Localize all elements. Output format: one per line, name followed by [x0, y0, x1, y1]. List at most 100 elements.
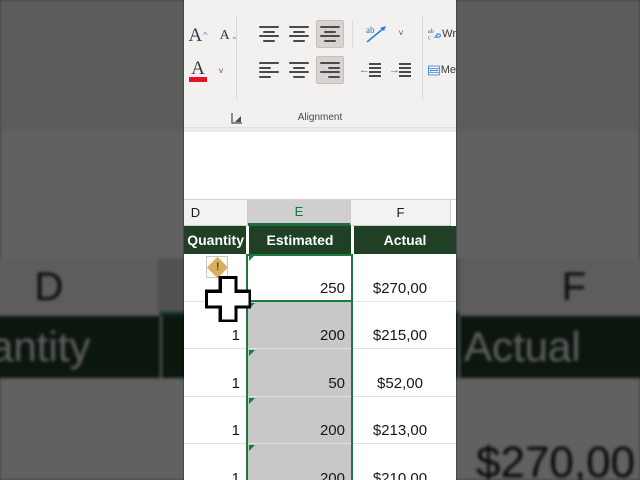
cell-estimated-5[interactable]: 200	[248, 444, 351, 480]
cell-estimated-3[interactable]: 50	[248, 349, 351, 396]
ribbon-divider-2	[352, 20, 353, 48]
comment-marker-icon	[249, 302, 255, 309]
increase-indent-button[interactable]: →	[386, 58, 414, 82]
table-row: 1 200 $210,00	[184, 444, 456, 480]
wrap-text-icon: ab c	[428, 28, 441, 41]
column-header-row: D E F	[184, 200, 456, 226]
table-row: 1 50 $52,00	[184, 349, 456, 397]
cell-actual-1[interactable]: $270,00	[372, 279, 428, 297]
background-column-header-d: D	[0, 258, 160, 316]
cell-estimated-4[interactable]: 200	[248, 396, 351, 443]
caret-down-icon: ⌄	[230, 30, 239, 41]
align-left-icon	[259, 62, 279, 78]
cell-actual-4[interactable]: $213,00	[372, 422, 428, 439]
font-color-button[interactable]: A	[186, 58, 210, 84]
comment-marker-icon	[249, 350, 255, 356]
svg-text:ab: ab	[428, 28, 434, 35]
table-row: 250 $270,00 !	[184, 254, 456, 302]
font-color-swatch	[189, 77, 207, 82]
error-warning-button[interactable]: !	[206, 256, 228, 278]
ribbon-tab-strip: Data Review View He	[184, 0, 456, 7]
header-gap-ef	[351, 226, 354, 254]
worksheet-grid: D E F Quantity Estimated Actual 250 $270…	[184, 200, 456, 480]
font-color-dropdown-button[interactable]: ˅	[214, 64, 228, 78]
background-cell-actual-1: $270,00	[462, 379, 640, 480]
cell-quantity-5[interactable]: 1	[231, 469, 240, 480]
orientation-dropdown-button[interactable]: ˅	[394, 26, 408, 40]
alignment-dialog-launcher[interactable]	[231, 111, 243, 124]
alignment-group-label: Alignment	[297, 112, 343, 123]
merge-center-label: Me	[440, 64, 456, 76]
svg-text:ab: ab	[366, 25, 375, 35]
formula-bar-top-edge	[184, 128, 456, 132]
background-header-quantity: Quantity	[0, 316, 160, 378]
ribbon-body: A ^ A ⌄ A ˅	[184, 8, 456, 104]
formula-bar-area[interactable]	[184, 128, 456, 200]
align-middle-button[interactable]	[286, 22, 312, 46]
align-top-button[interactable]	[256, 22, 282, 46]
ribbon-tab-help[interactable]: He	[420, 0, 434, 3]
cell-estimated-2[interactable]: 200	[248, 301, 351, 348]
merge-center-icon	[428, 65, 440, 75]
center-screen-recording-crop: Data Review View He A ^ A ⌄ A	[184, 0, 456, 480]
decrease-font-size-icon: A	[219, 28, 230, 43]
cell-estimated-1[interactable]: 250	[248, 254, 351, 301]
cell-quantity-2[interactable]: 1	[231, 327, 240, 344]
wrap-text-button[interactable]: ab c Wr	[428, 20, 456, 48]
ribbon-divider-1	[236, 16, 237, 100]
table-header-quantity[interactable]: Quantity	[184, 226, 246, 254]
font-color-icon: A	[188, 59, 208, 83]
orientation-button[interactable]: ab	[362, 20, 392, 48]
cell-actual-5[interactable]: $210,00	[372, 469, 428, 480]
align-top-icon	[259, 26, 279, 42]
decrease-indent-button[interactable]: ←	[356, 58, 384, 82]
data-rows: 250 $270,00 ! 1 200 $215,00 1	[184, 254, 456, 480]
svg-text:c: c	[428, 34, 431, 41]
increase-indent-icon: →	[389, 63, 411, 77]
column-header-d[interactable]: D	[184, 200, 248, 226]
background-header-actual: Actual	[460, 316, 640, 378]
increase-font-size-button[interactable]: A ^	[184, 22, 212, 48]
header-gap-de	[246, 226, 249, 254]
align-bottom-icon	[320, 26, 340, 42]
align-left-button[interactable]	[256, 58, 282, 82]
comment-marker-icon	[249, 397, 255, 404]
align-center-button[interactable]	[286, 58, 312, 82]
align-bottom-button[interactable]	[316, 20, 344, 48]
error-warning-icon: !	[206, 256, 228, 278]
cell-quantity-4[interactable]: 1	[231, 422, 240, 439]
comment-marker-icon	[249, 445, 255, 451]
cell-actual-2[interactable]: $215,00	[372, 327, 428, 344]
ribbon-tab-view[interactable]: View	[350, 0, 374, 3]
font-color-letter: A	[191, 58, 205, 79]
orientation-icon: ab	[366, 25, 386, 43]
ribbon: Data Review View He A ^ A ⌄ A	[184, 0, 456, 128]
table-row: 1 200 $213,00	[184, 396, 456, 444]
chevron-down-icon: ˅	[218, 66, 224, 76]
decrease-indent-icon: ←	[359, 63, 381, 77]
column-header-e[interactable]: E	[248, 200, 351, 226]
wrap-text-label: Wr	[442, 28, 456, 40]
align-center-icon	[289, 62, 309, 78]
align-middle-icon	[289, 26, 309, 42]
increase-font-size-icon: A	[188, 24, 203, 46]
decrease-font-size-button[interactable]: A ⌄	[216, 24, 242, 48]
chevron-down-icon: ˅	[398, 28, 404, 38]
table-header-actual[interactable]: Actual	[354, 226, 456, 254]
table-header-estimated[interactable]: Estimated	[249, 226, 351, 254]
background-column-header-f: F	[460, 258, 640, 316]
column-header-f[interactable]: F	[351, 200, 451, 226]
caret-up-icon: ^	[203, 30, 208, 40]
align-right-button[interactable]	[316, 56, 344, 84]
cell-actual-3[interactable]: $52,00	[377, 374, 423, 392]
align-right-icon	[320, 62, 340, 78]
ribbon-tab-data[interactable]: Data	[190, 0, 213, 3]
table-header-row: Quantity Estimated Actual	[184, 226, 456, 254]
cell-quantity-3[interactable]: 1	[231, 374, 240, 392]
comment-marker-icon	[249, 255, 255, 261]
merge-and-center-button[interactable]: Me	[428, 56, 456, 84]
table-row: 1 200 $215,00	[184, 301, 456, 349]
ribbon-divider-3	[422, 16, 423, 100]
ribbon-tab-review[interactable]: Review	[266, 0, 302, 3]
